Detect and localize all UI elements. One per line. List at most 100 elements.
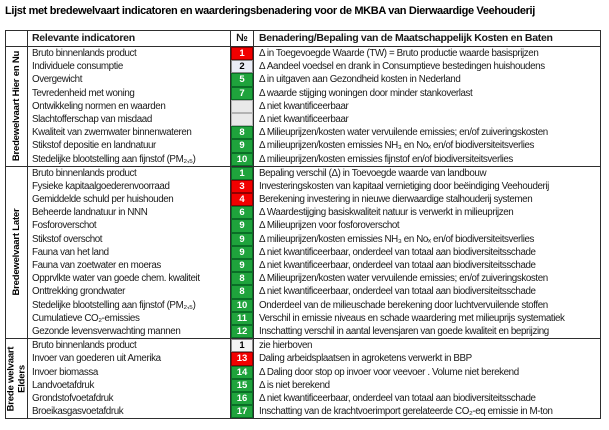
- valuation-cell: Δ niet kwantificeerbaar, onderdeel van t…: [259, 286, 536, 298]
- table-row: Cumulatieve CO₂-emissies 11 Verschil in …: [28, 311, 600, 325]
- valuation-cell: Δ niet kwantificeerbaar: [259, 100, 349, 112]
- indicator-cell: Beheerde landnatuur in NNN: [28, 206, 231, 220]
- table-row: Gemiddelde schuld per huishouden 4 Berek…: [28, 193, 600, 207]
- status-badge: 6: [231, 206, 253, 220]
- valuation-cell: Δ in uitgaven aan Gezondheid kosten in N…: [259, 74, 461, 86]
- indicator-number-cell: 10: [231, 152, 254, 166]
- indicator-number-cell: 17: [231, 405, 254, 419]
- indicators-table: Relevante indicatoren № Benadering/Bepal…: [5, 30, 601, 420]
- indicator-cell: Tevredenheid met woning: [28, 86, 231, 100]
- section-label-cell: Brede welvaart Elders: [5, 339, 28, 419]
- indicator-number-cell: 9: [231, 232, 254, 246]
- status-badge: 1: [231, 47, 253, 61]
- indicator-number-cell: 15: [231, 378, 254, 392]
- indicator-cell: Gezonde levensverwachting mannen: [28, 324, 231, 339]
- table-section: Brede welvaart Elders Bruto binnenlands …: [5, 339, 600, 419]
- indicator-cell: Fosforoverschot: [28, 219, 231, 233]
- header-valuation: Benadering/Bepaling van de Maatschappeli…: [259, 32, 553, 44]
- indicator-number-cell: 2: [231, 60, 254, 74]
- status-badge: 11: [231, 311, 253, 325]
- indicator-number-cell: 8: [231, 126, 254, 140]
- indicator-cell: Stikstof depositie en landnatuur: [28, 139, 231, 153]
- table-row: Bruto binnenlands product 1 Bepaling ver…: [28, 166, 600, 180]
- indicator-number-cell: 8: [231, 285, 254, 299]
- status-badge: 8: [231, 272, 253, 286]
- valuation-cell: Δ Waardestijging basiskwaliteit natuur i…: [259, 207, 514, 219]
- indicator-cell: Fauna van zoetwater en moeras: [28, 259, 231, 273]
- indicator-cell: Opprvlkte water van goede chem. kwalitei…: [28, 272, 231, 286]
- valuation-cell: Δ Milieuprijzen voor fosforoverschot: [259, 220, 400, 232]
- status-badge: 16: [231, 391, 253, 406]
- table-row: Fosforoverschot 9 Δ Milieuprijzen voor f…: [28, 219, 600, 233]
- indicator-cell: Landvoetafdruk: [28, 378, 231, 392]
- table-row: Tevredenheid met woning 7 Δ waarde stijg…: [28, 86, 600, 100]
- table-row: Invoer van goederen uit Amerika 13 Dalin…: [28, 352, 600, 366]
- table-row: Ontwikkeling normen en waarden Δ niet kw…: [28, 99, 600, 113]
- indicator-cell: Cumulatieve CO₂-emissies: [28, 311, 231, 325]
- indicator-number-cell: 1: [231, 339, 254, 353]
- valuation-cell: Inschatting verschil in aantal levensjar…: [259, 325, 549, 337]
- page-title: Lijst met bredewelvaart indicatoren en w…: [5, 5, 535, 17]
- indicator-number-cell: 12: [231, 324, 254, 339]
- valuation-cell: Daling arbeidsplaatsen in agroketens ver…: [259, 353, 472, 365]
- valuation-cell: Δ Milieuprijzen/kosten water vervuilende…: [259, 127, 548, 139]
- valuation-cell: Verschil in emissie niveaus en schade wa…: [259, 312, 565, 324]
- table-body: Bredewelvaart Hier en Nu Bruto binnenlan…: [5, 47, 600, 419]
- status-badge: 9: [231, 245, 253, 259]
- indicator-cell: Bruto binnenlands product: [28, 166, 231, 180]
- valuation-cell: Δ in Toegevoegde Waarde (TW) = Bruto pro…: [259, 48, 539, 59]
- indicator-cell: Stikstof overschot: [28, 232, 231, 246]
- indicator-cell: Fauna van het land: [28, 245, 231, 259]
- header-group-cell: [6, 31, 28, 46]
- status-badge: 1: [231, 339, 253, 353]
- table-row: Opprvlkte water van goede chem. kwalitei…: [28, 272, 600, 286]
- indicator-cell: Broeikasgasvoetafdruk: [28, 405, 231, 419]
- valuation-cell: Δ is niet berekend: [259, 379, 330, 391]
- valuation-cell: Δ waarde stijging woningen door minder s…: [259, 87, 473, 99]
- status-badge: 9: [231, 259, 253, 273]
- status-badge: 9: [231, 232, 253, 246]
- section-label-cell: Bredewelvaart Later: [6, 166, 28, 339]
- table-row: Landvoetafdruk 15 Δ is niet berekend: [28, 378, 600, 392]
- indicator-number-cell: 13: [231, 352, 254, 366]
- status-badge: 10: [231, 152, 253, 166]
- table-row: Invoer biomassa 14 Δ Daling door stop op…: [28, 365, 600, 379]
- valuation-cell: Δ niet kwantificeerbaar, onderdeel van t…: [259, 392, 536, 404]
- valuation-cell: Δ Daling door stop op invoer voor veevoe…: [259, 366, 519, 378]
- indicator-number-cell: 5: [231, 73, 254, 87]
- valuation-cell: Δ milieuprijzen/kosten emissies NH₃ en N…: [259, 233, 535, 245]
- header-number: №: [231, 31, 254, 46]
- indicator-number-cell: 3: [231, 179, 254, 194]
- table-row: Kwaliteit van zwemwater binnenwateren 8 …: [28, 126, 600, 140]
- indicator-cell: Ontwikkeling normen en waarden: [28, 99, 231, 113]
- table-header-row: Relevante indicatoren № Benadering/Bepal…: [6, 31, 600, 47]
- table-section: Bredewelvaart Hier en Nu Bruto binnenlan…: [6, 47, 600, 167]
- status-badge: 15: [231, 378, 253, 392]
- valuation-cell: Investeringskosten van kapitaal vernieti…: [259, 180, 549, 192]
- table-row: Stikstof overschot 9 Δ milieuprijzen/kos…: [28, 232, 600, 246]
- indicator-number-cell: 9: [231, 219, 254, 233]
- indicator-number-cell: 6: [231, 206, 254, 220]
- table-row: Onttrekking grondwater 8 Δ niet kwantifi…: [28, 285, 600, 299]
- indicator-number-cell: 7: [231, 86, 254, 100]
- indicator-cell: Bruto binnenlands product: [28, 339, 231, 353]
- indicator-cell: Grondstofvoetafdruk: [28, 391, 231, 406]
- indicator-cell: Gemiddelde schuld per huishouden: [28, 193, 231, 207]
- status-badge: 3: [231, 179, 253, 194]
- valuation-cell: Δ niet kwantificeerbaar, onderdeel van t…: [259, 260, 536, 271]
- valuation-cell: Δ Aandeel voedsel en drank in Consumptie…: [259, 61, 545, 73]
- valuation-cell: Δ milieuprijzen/kosten emissies fijnstof…: [259, 153, 513, 165]
- status-badge: 8: [231, 126, 253, 140]
- status-badge: 9: [231, 219, 253, 233]
- table-row: Stikstof depositie en landnatuur 9 Δ mil…: [28, 139, 600, 153]
- indicator-cell: Kwaliteit van zwemwater binnenwateren: [28, 126, 231, 140]
- table-row: Individuele consumptie 2 Δ Aandeel voeds…: [28, 60, 600, 74]
- indicator-cell: Stedelijke blootstelling aan fijnstof (P…: [28, 152, 231, 166]
- indicator-cell: Bruto binnenlands product: [28, 47, 231, 61]
- indicator-cell: Stedelijke blootstelling aan fijnstof (P…: [28, 298, 231, 312]
- section-label: Bredewelvaart Later: [10, 208, 22, 296]
- indicator-number-cell: 9: [231, 139, 254, 153]
- indicator-number-cell: 4: [231, 193, 254, 207]
- status-badge: 13: [231, 352, 253, 366]
- valuation-cell: Onderdeel van de milieuschade berekening…: [259, 299, 548, 311]
